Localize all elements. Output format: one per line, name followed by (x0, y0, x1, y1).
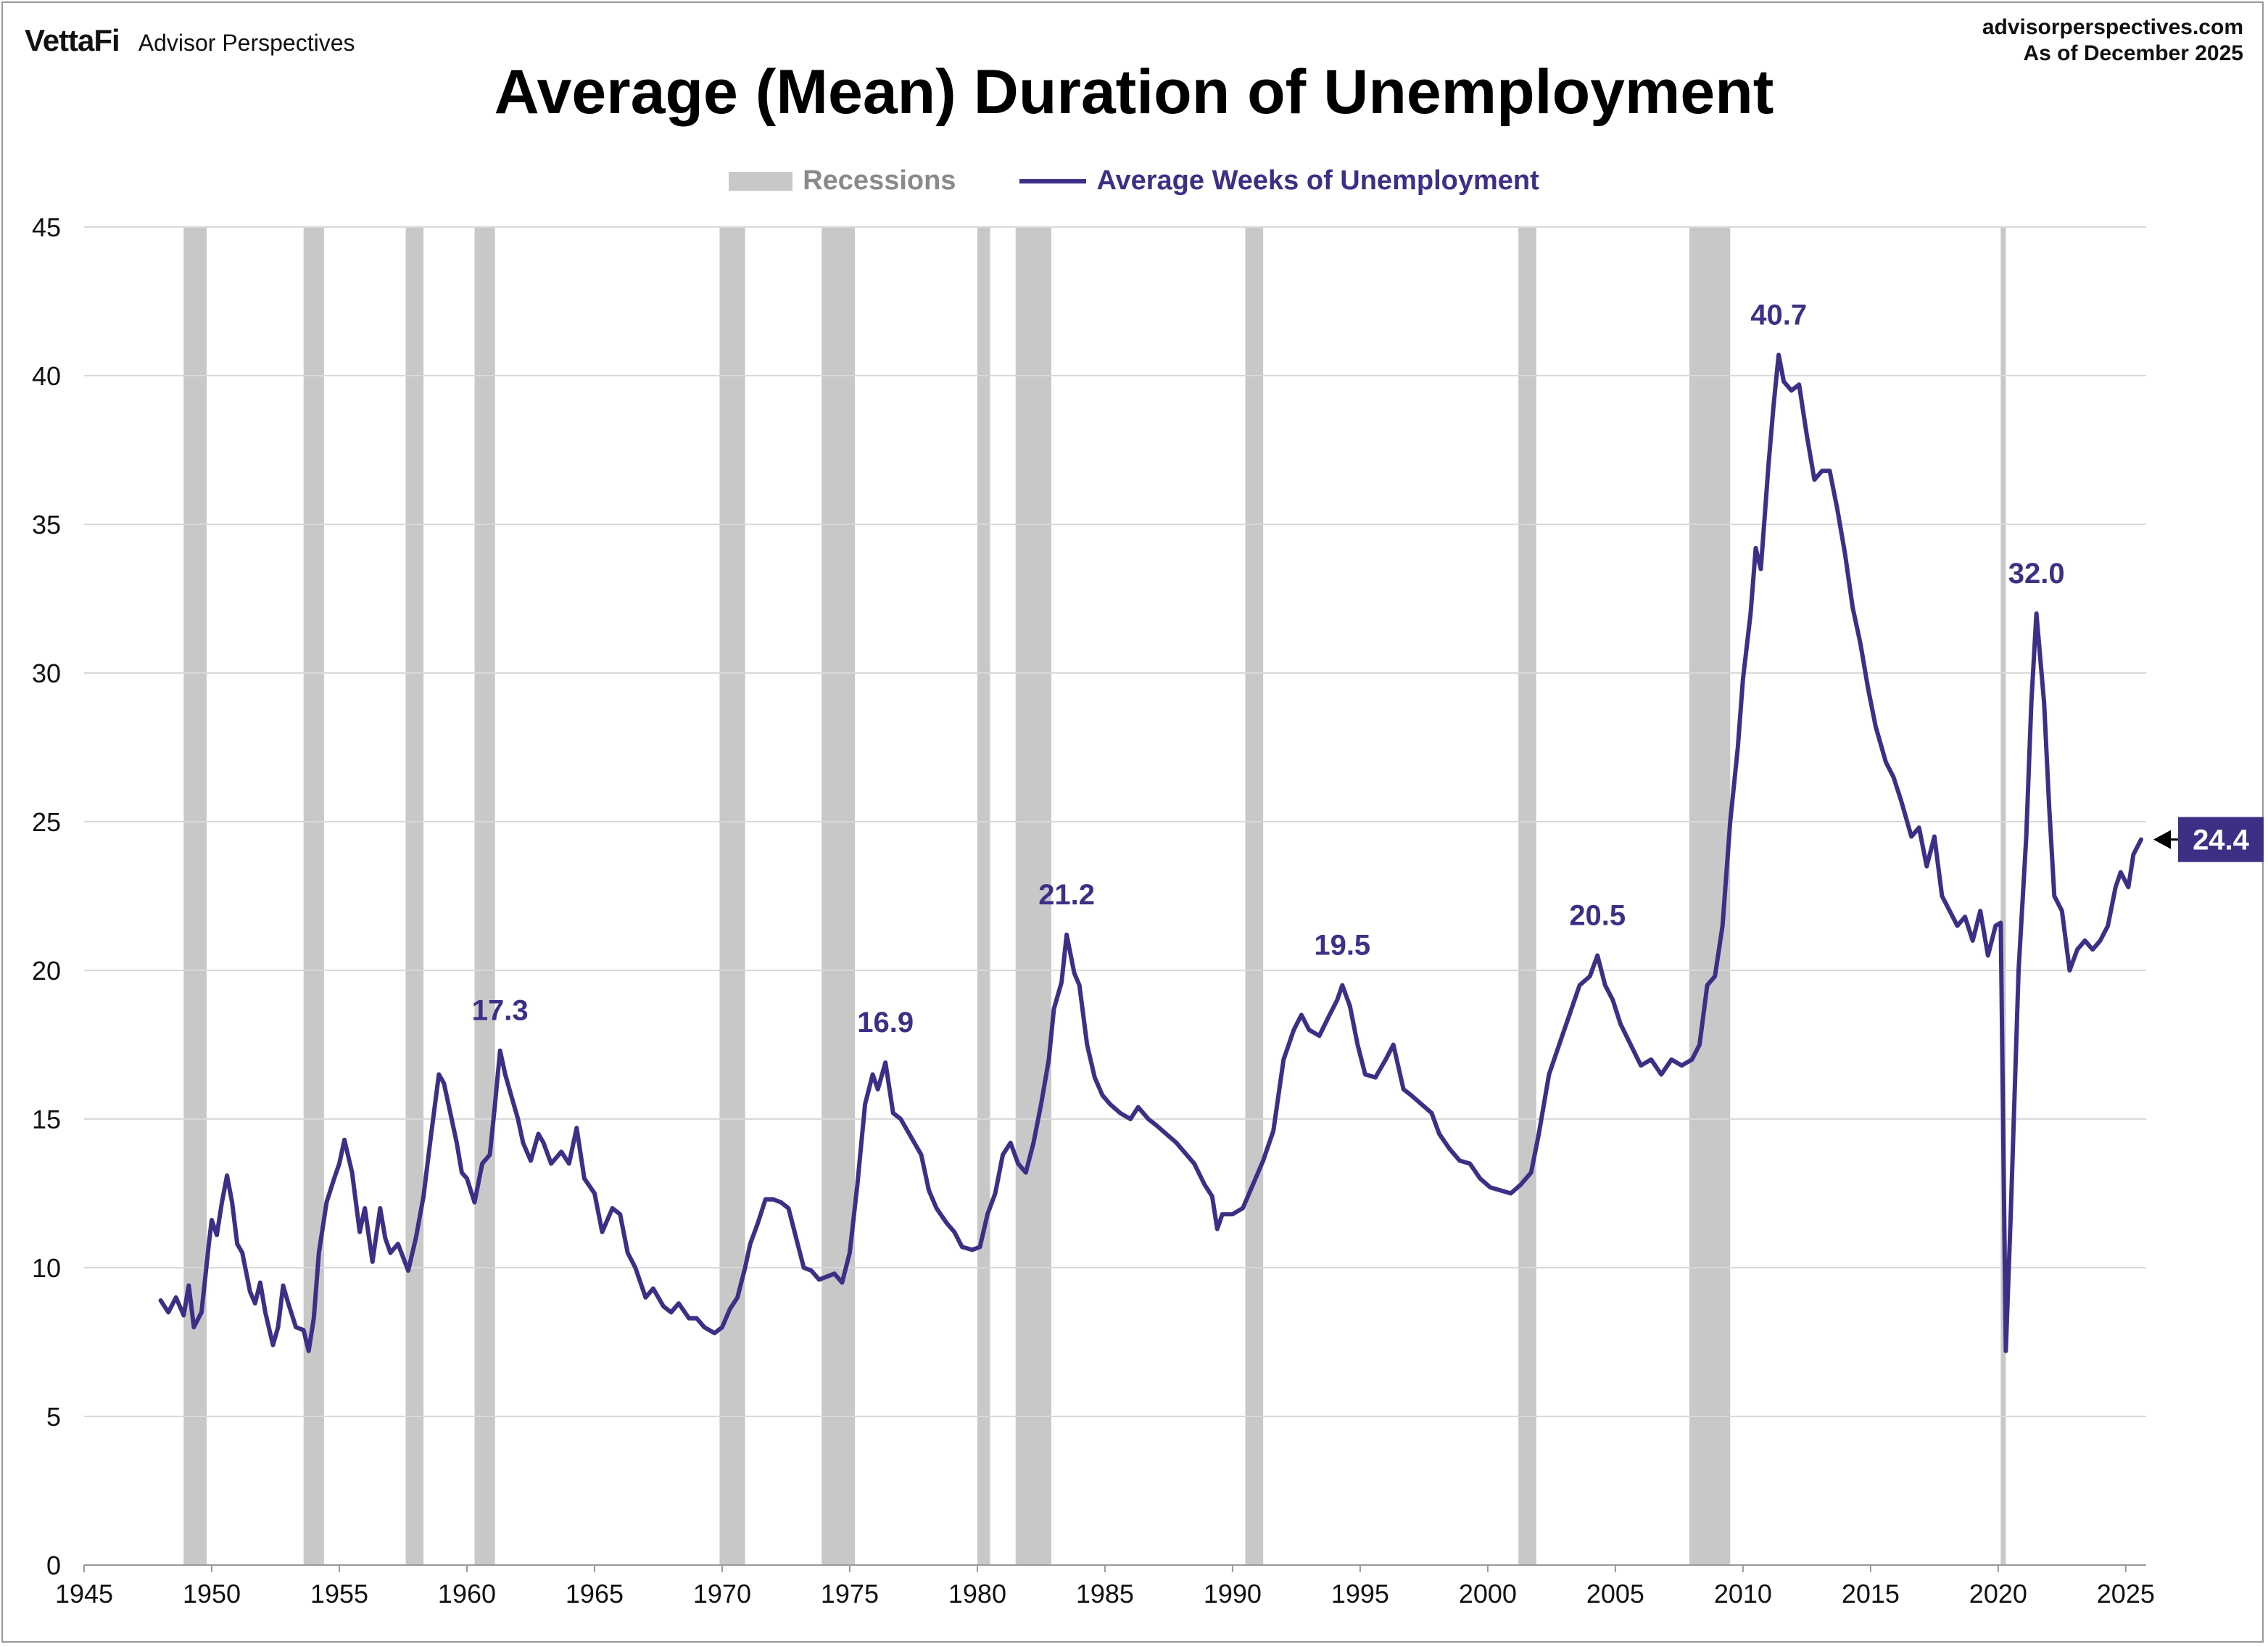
recession-band-3 (474, 227, 495, 1565)
peak-annotations: 17.3 16.9 21.2 19.5 20.5 40.7 32.0 (472, 299, 2065, 1039)
peak-label: 32.0 (2008, 558, 2065, 590)
y-tick-label: 0 (46, 1551, 61, 1580)
series-swatch (1019, 178, 1087, 183)
x-tick-label: 2015 (1842, 1579, 1900, 1609)
chart-title: Average (Mean) Duration of Unemployment (494, 57, 1774, 127)
x-tick-label: 1950 (183, 1579, 241, 1609)
x-tick-label: 1945 (55, 1579, 113, 1609)
x-tick-label: 1975 (821, 1579, 879, 1609)
x-tick-label: 2020 (1969, 1579, 2027, 1609)
peak-label: 16.9 (857, 1007, 914, 1039)
x-tick-label: 1965 (566, 1579, 624, 1609)
brand-name: Advisor Perspectives (138, 30, 355, 56)
x-tick-label: 2000 (1459, 1579, 1517, 1609)
x-tick-label: 1980 (948, 1579, 1006, 1609)
y-tick-label: 35 (32, 510, 61, 540)
x-tick-label: 1985 (1076, 1579, 1134, 1609)
recession-band-8 (1245, 227, 1264, 1565)
y-tick-label: 20 (32, 956, 61, 986)
recession-bands (183, 227, 2006, 1565)
y-tick-label: 45 (32, 212, 61, 242)
series-layer (158, 352, 2143, 1353)
legend-item-recessions: Recessions (729, 165, 956, 197)
recession-band-0 (183, 227, 207, 1565)
peak-label: 20.5 (1569, 900, 1626, 932)
x-tick-label: 1955 (310, 1579, 368, 1609)
recession-band-7 (1015, 227, 1052, 1565)
legend-label-series: Average Weeks of Unemployment (1096, 165, 1539, 196)
x-tick-label: 2025 (2097, 1579, 2155, 1609)
latest-callout: 24.4 (2153, 817, 2264, 862)
recession-band-9 (1518, 227, 1536, 1565)
latest-value-box (2178, 817, 2264, 862)
x-tick-label: 1970 (693, 1579, 751, 1609)
y-tick-label: 25 (32, 807, 61, 837)
y-tick-label: 30 (32, 659, 61, 688)
peak-label: 19.5 (1314, 930, 1370, 962)
recession-band-2 (405, 227, 424, 1565)
x-tick-label: 1960 (438, 1579, 496, 1609)
y-tick-label: 40 (32, 361, 61, 391)
recession-swatch (729, 171, 793, 191)
y-tick-label: 5 (46, 1402, 61, 1432)
peak-label: 17.3 (472, 995, 529, 1027)
x-tick-label: 2005 (1586, 1579, 1644, 1609)
source-url: advisorperspectives.com (1982, 15, 2243, 39)
legend-label-recessions: Recessions (803, 165, 956, 196)
y-tick-label: 10 (32, 1253, 61, 1283)
recession-band-6 (977, 227, 990, 1565)
vettafi-logo: VettaFi (25, 23, 120, 57)
recession-band-11 (2000, 227, 2006, 1565)
x-tick-label: 1990 (1204, 1579, 1262, 1609)
peak-label: 40.7 (1750, 299, 1807, 331)
source-block: advisorperspectives.com As of December 2… (1982, 15, 2243, 67)
as-of-date: As of December 2025 (2023, 41, 2244, 65)
brand-header: VettaFi Advisor Perspectives (25, 23, 355, 58)
x-tick-label: 2010 (1714, 1579, 1772, 1609)
gridlines (84, 226, 2146, 1566)
peak-label: 21.2 (1038, 879, 1095, 911)
recession-band-1 (303, 227, 324, 1565)
recession-band-4 (719, 227, 745, 1565)
callout-arrow (2153, 830, 2171, 849)
series-line-0 (158, 352, 2143, 1353)
latest-value-label: 24.4 (2193, 825, 2250, 856)
recession-band-5 (821, 227, 855, 1565)
legend: Recessions Average Weeks of Unemployment (0, 165, 2268, 197)
legend-item-series: Average Weeks of Unemployment (1019, 165, 1539, 197)
x-tick-label: 1995 (1331, 1579, 1389, 1609)
y-tick-label: 15 (32, 1105, 61, 1134)
